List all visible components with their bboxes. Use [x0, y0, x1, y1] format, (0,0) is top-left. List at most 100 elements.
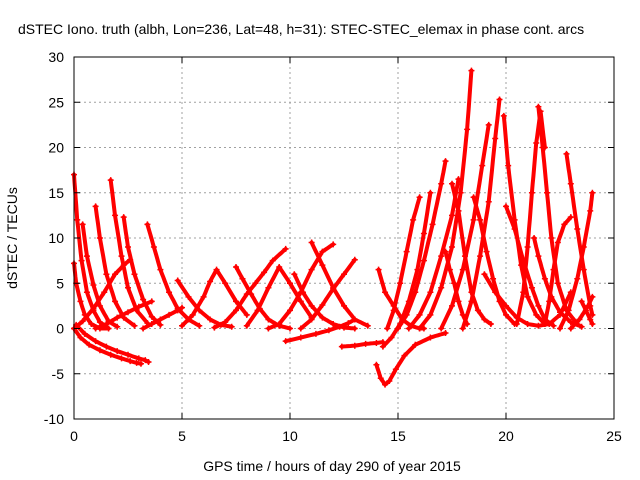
y-tick-label: 0 [56, 321, 64, 337]
data-point-marker [539, 144, 546, 151]
data-point-marker [114, 348, 121, 355]
data-point-marker [567, 319, 574, 326]
data-point-marker [166, 311, 173, 318]
y-tick-label: 25 [48, 94, 64, 110]
data-point-marker [524, 244, 531, 251]
data-point-marker [213, 266, 220, 273]
data-point-marker [464, 126, 471, 133]
data-point-marker [174, 277, 181, 284]
data-point-marker [459, 325, 466, 332]
data-point-marker [528, 189, 535, 196]
data-point-marker [513, 314, 520, 321]
data-point-marker [416, 325, 423, 332]
data-point-marker [351, 342, 358, 349]
data-point-marker [449, 212, 455, 219]
data-point-marker [243, 291, 250, 298]
data-point-marker [330, 241, 337, 248]
data-point-marker [131, 271, 138, 278]
y-tick-label: -5 [52, 366, 65, 382]
data-point-marker [341, 302, 347, 309]
data-point-marker [561, 221, 568, 228]
x-tick-label: 20 [498, 428, 514, 444]
data-point-marker [574, 225, 581, 232]
data-point-marker [548, 235, 555, 241]
data-point-marker [524, 320, 531, 327]
data-point-marker [312, 330, 319, 337]
data-point-marker [442, 248, 449, 255]
y-tick-label: -10 [44, 411, 64, 427]
series-41 [541, 214, 574, 327]
data-point-marker [179, 304, 185, 311]
data-point-marker [297, 325, 304, 332]
data-point-marker [92, 325, 99, 332]
data-point-marker [373, 339, 380, 346]
data-point-marker [148, 313, 155, 320]
series-26 [384, 194, 423, 332]
data-point-marker [580, 266, 587, 273]
data-point-marker [325, 327, 332, 334]
data-point-marker [308, 266, 315, 273]
data-point-marker [576, 316, 583, 323]
series-12 [140, 304, 185, 332]
series-43 [557, 189, 596, 332]
data-point-marker [496, 96, 503, 103]
data-point-marker [107, 351, 114, 358]
data-point-marker [403, 248, 410, 255]
data-point-marker [254, 307, 261, 314]
series-28 [395, 158, 449, 332]
data-point-marker [565, 307, 572, 314]
data-point-marker [513, 320, 520, 327]
data-point-marker [477, 216, 484, 223]
data-point-marker [308, 239, 315, 246]
data-point-marker [157, 321, 164, 328]
data-point-marker [587, 207, 594, 214]
y-axis-label: dSTEC / TECUs [4, 187, 20, 289]
data-point-marker [125, 244, 131, 251]
data-point-marker [438, 180, 445, 187]
data-point-marker [125, 284, 131, 291]
data-point-marker [297, 298, 304, 305]
data-point-marker [528, 284, 535, 291]
data-point-marker [157, 316, 164, 323]
data-point-marker [382, 289, 389, 296]
series-17 [211, 245, 289, 331]
data-point-marker [554, 239, 561, 246]
data-point-marker [92, 203, 99, 210]
data-point-marker [578, 298, 585, 305]
data-point-marker [449, 244, 455, 251]
series-21 [297, 256, 358, 332]
data-point-marker [336, 323, 343, 330]
data-point-marker [135, 303, 142, 310]
data-point-marker [120, 214, 127, 221]
data-point-marker [379, 343, 386, 350]
axis-ticks [73, 56, 615, 420]
data-point-marker [207, 278, 214, 285]
data-point-marker [403, 311, 410, 318]
data-point-marker [410, 216, 417, 223]
data-point-marker [382, 381, 389, 388]
data-point-marker [485, 121, 492, 128]
data-point-marker [582, 307, 589, 314]
data-point-marker [233, 307, 239, 314]
series-line [180, 267, 249, 328]
data-point-marker [405, 325, 412, 332]
data-point-marker [386, 377, 393, 384]
data-point-marker [589, 293, 596, 300]
data-point-marker [567, 289, 574, 296]
data-point-marker [531, 235, 538, 241]
data-point-marker [185, 293, 192, 300]
series-19 [291, 271, 358, 332]
data-point-marker [282, 245, 289, 252]
data-point-marker [397, 280, 404, 287]
data-point-marker [179, 322, 185, 329]
series-line [298, 257, 357, 331]
data-point-marker [503, 302, 509, 309]
data-point-marker [481, 316, 488, 323]
data-point-marker [388, 334, 395, 341]
data-point-marker [550, 322, 557, 329]
series-42 [563, 150, 596, 318]
data-point-marker [589, 189, 596, 196]
data-point-marker [299, 289, 306, 296]
data-point-marker [533, 311, 540, 318]
